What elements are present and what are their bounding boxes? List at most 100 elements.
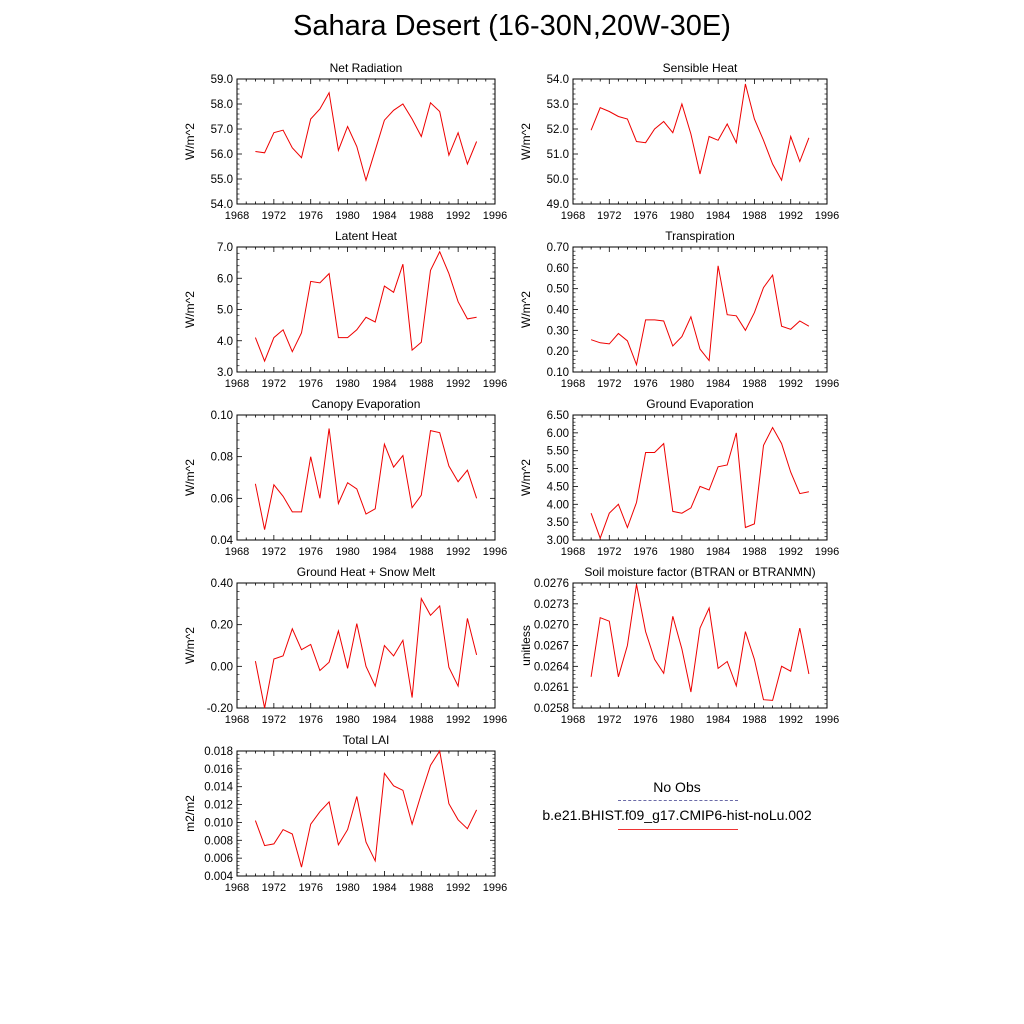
x-tick-label: 1968 <box>225 546 249 558</box>
y-tick-label: 6.50 <box>547 410 569 422</box>
x-tick-label: 1968 <box>225 210 249 222</box>
series-line <box>590 265 810 367</box>
y-tick-label: 0.10 <box>547 367 569 379</box>
x-tick-label: 1988 <box>409 714 433 726</box>
x-tick-label: 1980 <box>670 210 694 222</box>
x-tick-label: 1976 <box>298 882 322 894</box>
y-tick-label: 58.0 <box>211 99 233 111</box>
x-tick-label: 1996 <box>815 714 839 726</box>
x-tick-label: 1992 <box>778 210 802 222</box>
x-tick-label: 1980 <box>670 378 694 390</box>
y-axis-label: W/m^2 <box>519 459 533 496</box>
x-tick-label: 1988 <box>409 882 433 894</box>
y-tick-label: 49.0 <box>547 199 569 211</box>
y-tick-label: 3.0 <box>217 367 233 379</box>
x-tick-label: 1984 <box>706 378 730 390</box>
x-tick-label: 1984 <box>706 210 730 222</box>
x-tick-label: 1984 <box>372 546 396 558</box>
y-tick-label: 59.0 <box>211 74 233 86</box>
y-tick-label: 0.30 <box>547 325 569 337</box>
y-tick-label: 54.0 <box>211 199 233 211</box>
chart-panel-1: 1968 1972 1976 1980 1984 1988 1992 1996 49.0 50.0… <box>519 61 839 222</box>
legend-obs-swatch <box>618 800 738 801</box>
x-tick-label: 1992 <box>778 714 802 726</box>
y-axis-label: W/m^2 <box>519 123 533 160</box>
y-tick-label: 5.50 <box>547 446 569 458</box>
x-tick-label: 1972 <box>597 210 621 222</box>
y-tick-label: 0.06 <box>211 493 233 505</box>
panel-title: Canopy Evaporation <box>312 397 421 411</box>
y-tick-label: 0.70 <box>547 242 569 254</box>
plot-frame <box>236 78 496 205</box>
x-tick-label: 1980 <box>335 378 359 390</box>
x-tick-label: 1968 <box>225 378 249 390</box>
chart-panel-6: 1968 1972 1976 1980 1984 1988 1992 1996 -0.20 0.0… <box>183 565 507 726</box>
chart-panel-4: 1968 1972 1976 1980 1984 1988 1992 1996 0.04 0.06… <box>183 397 507 558</box>
series-line <box>254 749 478 868</box>
y-tick-label: 0.40 <box>211 578 233 590</box>
y-tick-label: 0.0264 <box>534 661 570 673</box>
x-tick-label: 1980 <box>335 546 359 558</box>
x-tick-label: 1992 <box>446 882 470 894</box>
x-tick-label: 1984 <box>372 210 396 222</box>
legend-model-label: b.e21.BHIST.f09_g17.CMIP6-hist-noLu.002 <box>542 807 812 823</box>
x-tick-label: 1984 <box>372 714 396 726</box>
x-tick-label: 1992 <box>446 210 470 222</box>
y-axis-label: W/m^2 <box>183 459 197 496</box>
x-tick-label: 1968 <box>561 210 585 222</box>
x-tick-label: 1992 <box>778 546 802 558</box>
plot-frame <box>236 750 496 877</box>
x-tick-label: 1972 <box>262 714 286 726</box>
x-tick-label: 1988 <box>742 714 766 726</box>
legend-model-swatch <box>618 829 738 830</box>
x-tick-label: 1976 <box>633 378 657 390</box>
page-title: Sahara Desert (16-30N,20W-30E) <box>293 10 731 42</box>
plot-frame <box>236 582 496 709</box>
y-tick-label: 0.08 <box>211 452 233 464</box>
y-tick-label: 0.00 <box>211 661 233 673</box>
x-tick-label: 1976 <box>633 714 657 726</box>
y-tick-label: 52.0 <box>547 124 569 136</box>
x-tick-label: 1976 <box>298 714 322 726</box>
x-tick-label: 1976 <box>298 378 322 390</box>
chart-panel-0: 1968 1972 1976 1980 1984 1988 1992 1996 54.0 55.0… <box>183 61 507 222</box>
y-tick-label: 0.04 <box>211 535 234 547</box>
y-tick-label: 7.0 <box>217 242 233 254</box>
series-line <box>590 426 809 540</box>
plot-frame <box>236 246 496 373</box>
y-axis-label: W/m^2 <box>183 123 197 160</box>
x-tick-label: 1980 <box>670 714 694 726</box>
y-tick-label: 53.0 <box>547 99 569 111</box>
y-tick-label: 3.50 <box>547 517 569 529</box>
y-tick-label: 0.0270 <box>534 620 569 632</box>
x-tick-label: 1988 <box>742 546 766 558</box>
x-tick-label: 1988 <box>409 546 433 558</box>
x-tick-label: 1980 <box>670 546 694 558</box>
panel-title: Total LAI <box>343 733 390 747</box>
x-tick-label: 1972 <box>597 378 621 390</box>
x-tick-label: 1980 <box>335 714 359 726</box>
y-tick-label: 0.0273 <box>534 599 569 611</box>
x-tick-label: 1968 <box>561 378 585 390</box>
y-axis-label: W/m^2 <box>183 627 197 664</box>
y-tick-label: 0.016 <box>204 764 233 776</box>
y-tick-label: 0.50 <box>547 284 569 296</box>
x-tick-label: 1984 <box>706 714 730 726</box>
plot-frame <box>572 78 828 205</box>
x-tick-label: 1976 <box>298 546 322 558</box>
x-tick-label: 1968 <box>561 546 585 558</box>
y-tick-label: 0.0258 <box>534 703 569 715</box>
x-tick-label: 1996 <box>483 546 507 558</box>
chart-panel-7: 1968 1972 1976 1980 1984 1988 1992 1996 0.0258 0.… <box>519 565 839 726</box>
y-tick-label: -0.20 <box>207 703 233 715</box>
x-tick-label: 1972 <box>262 210 286 222</box>
plot-frame <box>572 582 828 709</box>
chart-panel-5: 1968 1972 1976 1980 1984 1988 1992 1996 3.00 3.50… <box>519 397 839 558</box>
plot-frame <box>572 246 828 373</box>
chart-panel-2: 1968 1972 1976 1980 1984 1988 1992 1996 3.0 4.0 5.… <box>183 229 507 390</box>
x-tick-label: 1980 <box>335 210 359 222</box>
x-tick-label: 1976 <box>298 210 322 222</box>
panel-title: Sensible Heat <box>663 61 738 75</box>
y-tick-label: 50.0 <box>547 174 569 186</box>
